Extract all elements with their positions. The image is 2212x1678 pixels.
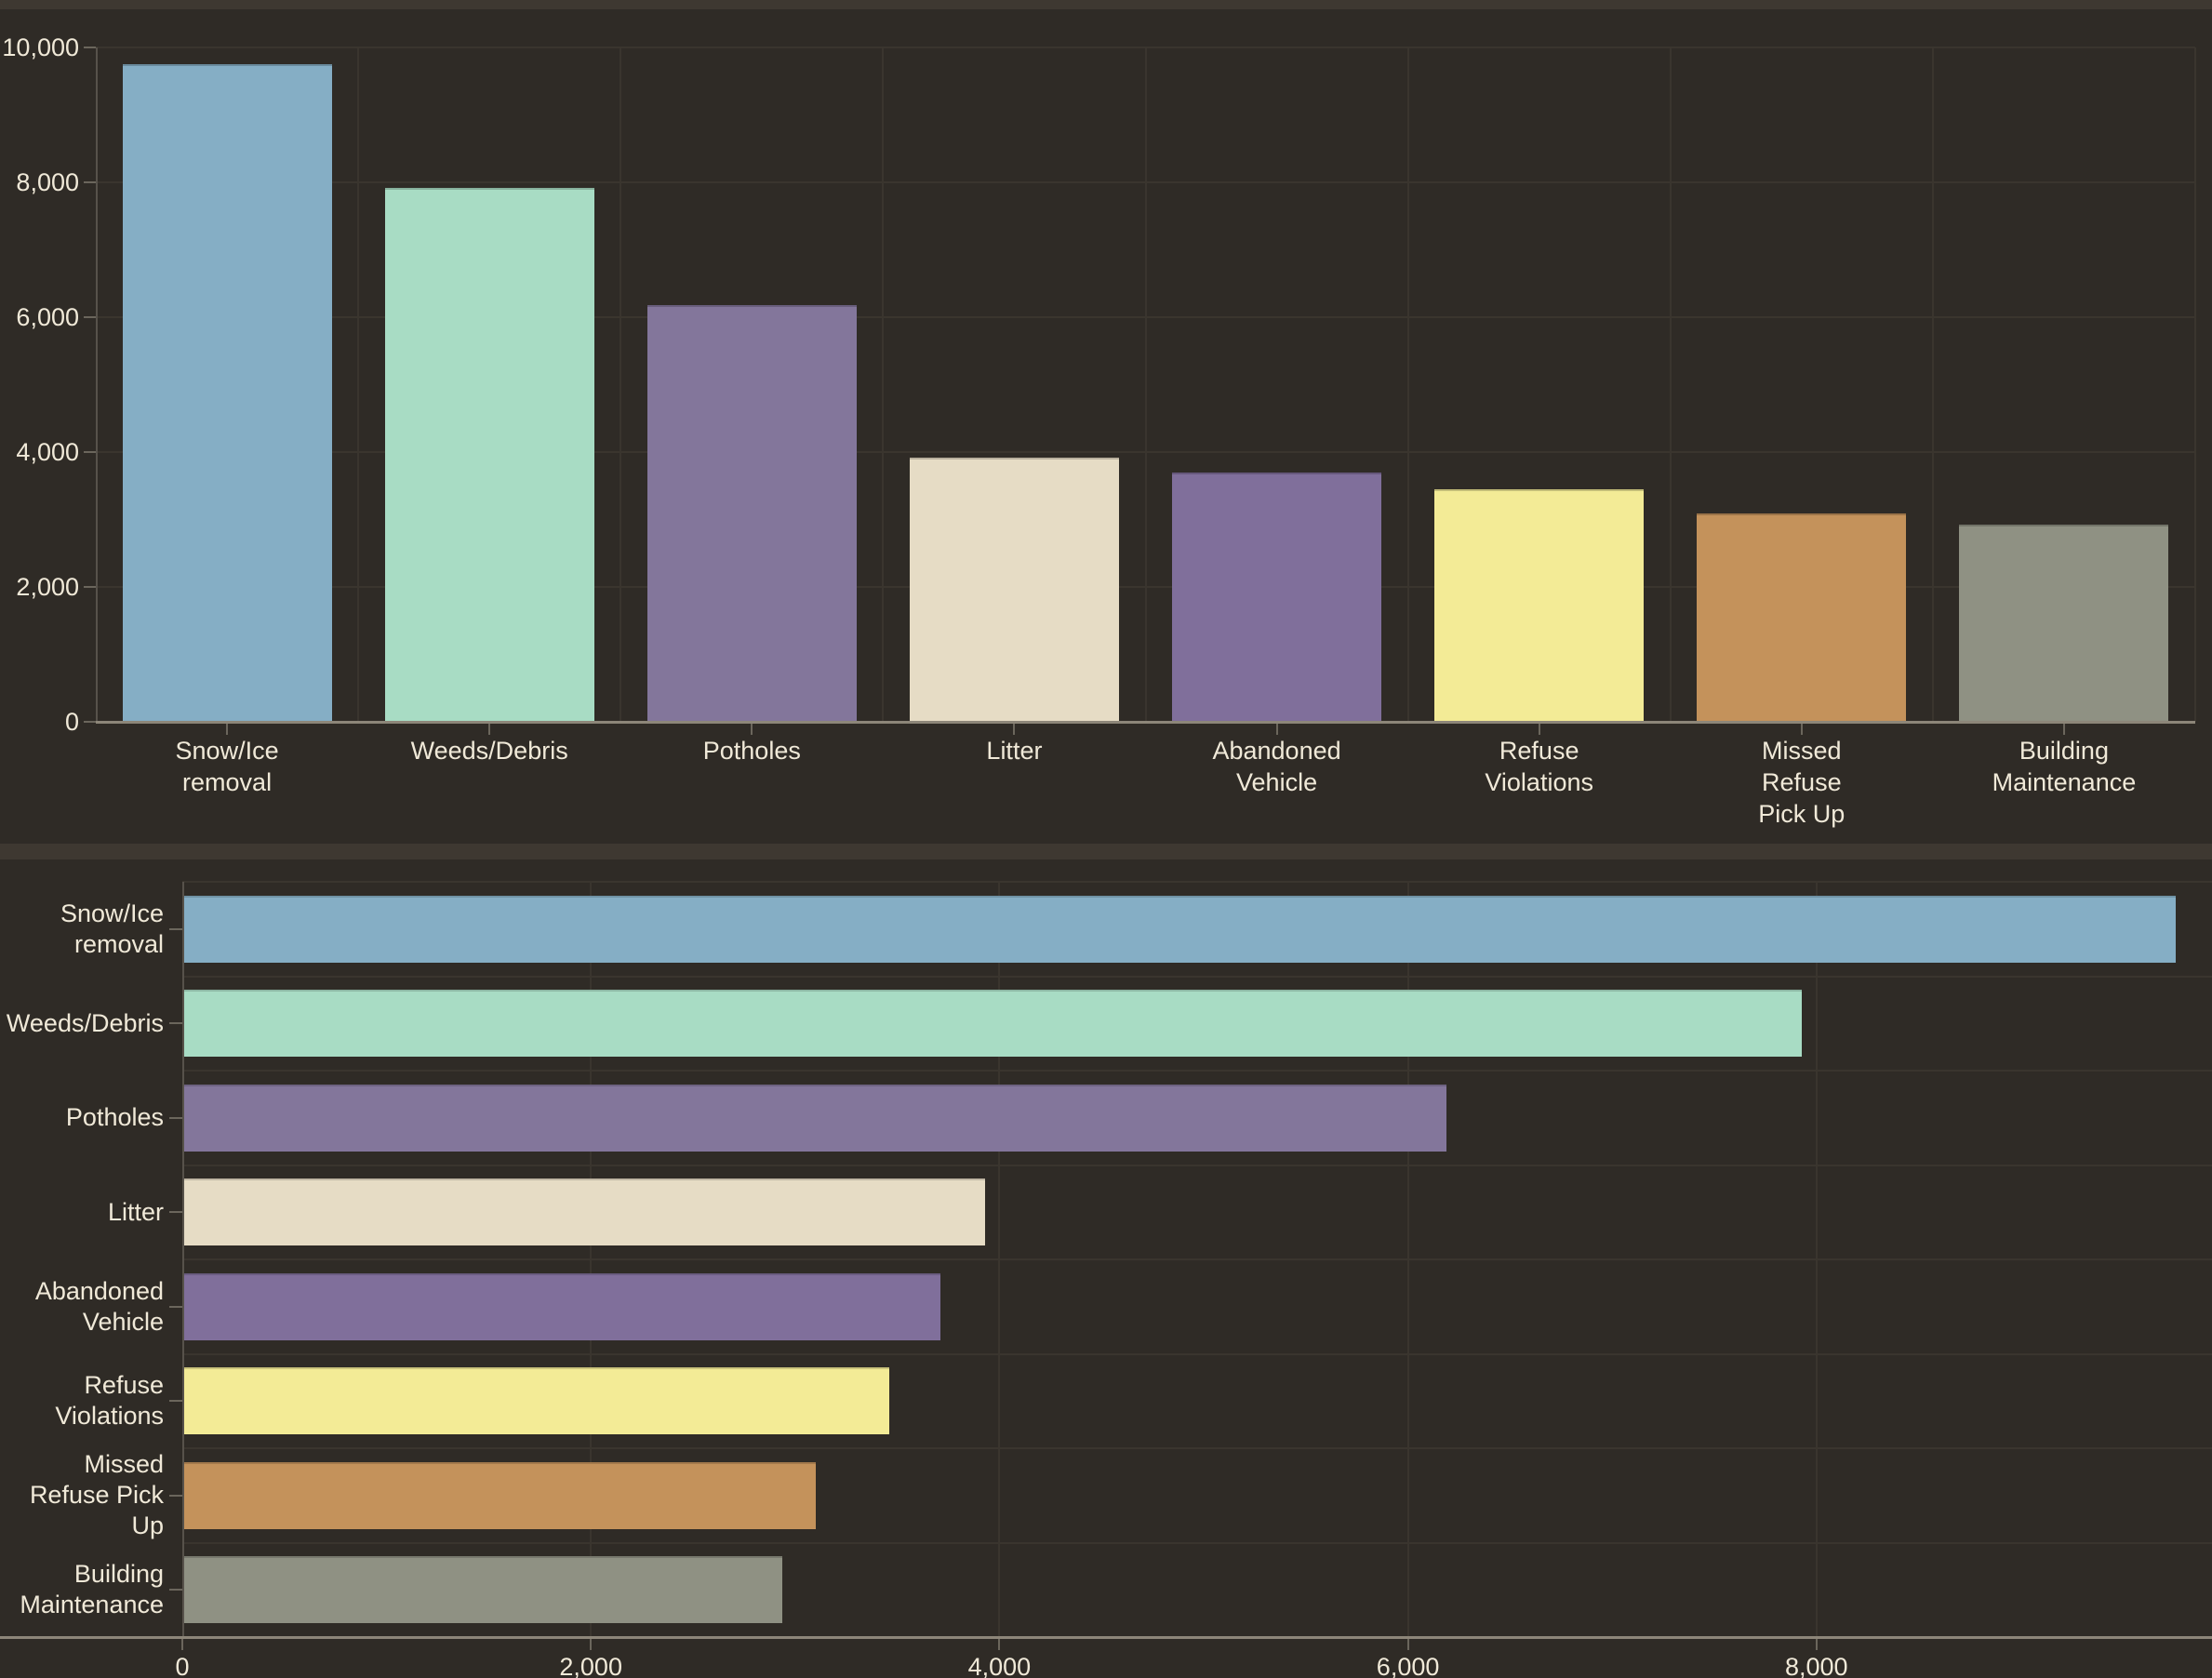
gridline — [182, 1447, 2212, 1449]
y-axis-tick-mark — [169, 1022, 182, 1025]
category-label: Building Maintenance — [1992, 737, 2137, 796]
x-axis-baseline — [0, 1636, 2212, 1639]
category-label: Building Maintenance — [20, 1560, 164, 1619]
category-label: Potholes — [65, 1103, 164, 1132]
y-axis-tick-mark — [169, 1211, 182, 1214]
category-label: Abandoned Vehicle — [34, 1276, 164, 1336]
x-axis-tick-mark — [1406, 1639, 1409, 1650]
category-label: Potholes — [702, 737, 801, 765]
bar-potholes[interactable] — [184, 1084, 1447, 1152]
category-label: Snow/Ice removal — [175, 737, 279, 796]
x-axis-tick-mark — [1800, 724, 1803, 735]
x-axis-tick-mark — [1815, 1639, 1818, 1650]
gridline — [1406, 47, 1409, 722]
category-label: Litter — [986, 737, 1043, 765]
y-axis-tick-mark — [169, 1589, 182, 1591]
horizontal-bar-chart-panel — [0, 859, 2212, 1678]
gridline — [1931, 47, 1934, 722]
x-axis-tick-mark — [2062, 724, 2065, 735]
bar-litter[interactable] — [184, 1179, 985, 1246]
bar-refuse-violations[interactable] — [1434, 488, 1645, 722]
y-axis-tick-mark — [84, 316, 96, 318]
y-axis-tick-mark — [84, 47, 96, 48]
bar-litter[interactable] — [909, 457, 1119, 722]
gridline — [882, 47, 885, 722]
gridline — [182, 975, 2212, 978]
bar-abandoned-vehicle[interactable] — [1172, 472, 1382, 722]
y-axis-tick-mark — [84, 586, 96, 588]
x-axis-tick-mark — [998, 1639, 1001, 1650]
gridline — [2194, 47, 2196, 722]
y-axis-tick-mark — [169, 1400, 182, 1403]
x-axis-tick-label: 0 — [175, 1653, 190, 1678]
x-axis-tick-mark — [1013, 724, 1016, 735]
y-axis-tick-mark — [84, 181, 96, 183]
x-axis-tick-mark — [181, 1639, 183, 1650]
gridline — [182, 1352, 2212, 1355]
y-axis-tick-label: 0 — [64, 708, 79, 736]
gridline — [182, 1164, 2212, 1166]
category-label: Refuse Violations — [55, 1371, 164, 1431]
bar-potholes[interactable] — [646, 304, 857, 722]
y-axis-tick-mark — [169, 1494, 182, 1497]
y-axis-tick-label: 10,000 — [2, 33, 79, 61]
y-axis-tick-mark — [84, 451, 96, 453]
x-axis-tick-mark — [226, 724, 229, 735]
x-axis-tick-label: 8,000 — [1785, 1653, 1848, 1678]
x-axis-tick-mark — [488, 724, 491, 735]
bar-snow-ice-removal[interactable] — [184, 895, 2177, 963]
x-axis-tick-mark — [590, 1639, 593, 1650]
y-axis-tick-mark — [169, 1116, 182, 1119]
y-axis-tick-mark — [169, 927, 182, 930]
y-axis-line — [96, 47, 98, 724]
bar-snow-ice-removal[interactable] — [122, 64, 332, 722]
category-label: Snow/Ice removal — [60, 899, 164, 958]
y-axis-line — [182, 882, 184, 1637]
bar-missed-refuse-pick-up[interactable] — [1697, 513, 1907, 722]
y-axis-tick-label: 6,000 — [16, 303, 79, 331]
x-axis-tick-mark — [1275, 724, 1278, 735]
gridline — [1669, 47, 1672, 722]
x-axis-baseline — [96, 721, 2195, 724]
bar-building-maintenance[interactable] — [1959, 524, 2169, 722]
y-axis-tick-label: 8,000 — [16, 168, 79, 196]
y-axis-tick-mark — [169, 1305, 182, 1308]
gridline — [182, 1541, 2212, 1544]
bar-abandoned-vehicle[interactable] — [184, 1272, 940, 1340]
bar-building-maintenance[interactable] — [184, 1556, 783, 1624]
bar-weeds-debris[interactable] — [384, 187, 594, 722]
y-axis-tick-label: 2,000 — [16, 573, 79, 601]
gridline — [1144, 47, 1147, 722]
gridline — [182, 881, 2212, 883]
y-axis-tick-label: 4,000 — [16, 438, 79, 466]
bar-refuse-violations[interactable] — [184, 1367, 889, 1435]
x-axis-tick-mark — [751, 724, 753, 735]
category-label: Missed Refuse Pick Up — [29, 1450, 164, 1540]
bar-missed-refuse-pick-up[interactable] — [184, 1461, 816, 1529]
bar-weeds-debris[interactable] — [184, 990, 1803, 1058]
gridline — [357, 47, 360, 722]
x-axis-tick-label: 6,000 — [1376, 1653, 1440, 1678]
gridline — [182, 1070, 2212, 1072]
category-label: Missed Refuse Pick Up — [1758, 737, 1846, 828]
y-axis-tick-mark — [84, 721, 96, 723]
category-label: Weeds/Debris — [6, 1008, 164, 1037]
x-axis-tick-label: 2,000 — [559, 1653, 622, 1678]
category-label: Refuse Violations — [1485, 737, 1593, 796]
gridline — [182, 1258, 2212, 1260]
gridline — [620, 47, 622, 722]
x-axis-tick-mark — [1538, 724, 1540, 735]
category-label: Weeds/Debris — [410, 737, 568, 765]
x-axis-tick-label: 4,000 — [967, 1653, 1032, 1678]
category-label: Abandoned Vehicle — [1212, 737, 1341, 796]
category-label: Litter — [107, 1197, 164, 1226]
